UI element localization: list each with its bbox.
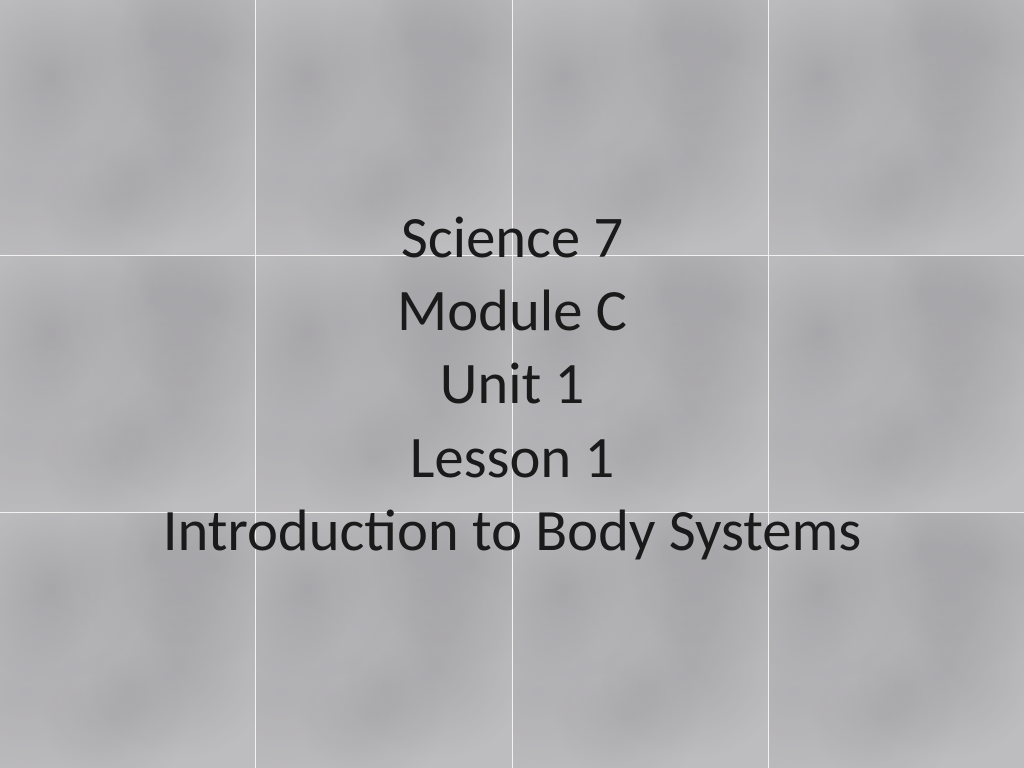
slide-title-block: Science 7Module CUnit 1Lesson 1Introduct… [163,201,862,568]
title-line-1: Science 7 [163,201,862,274]
presentation-slide: Science 7Module CUnit 1Lesson 1Introduct… [0,0,1024,768]
title-line-2: Module C [163,274,862,347]
title-line-4: Lesson 1 [163,421,862,494]
title-line-3: Unit 1 [163,347,862,420]
title-line-5: Introduction to Body Systems [163,494,862,567]
